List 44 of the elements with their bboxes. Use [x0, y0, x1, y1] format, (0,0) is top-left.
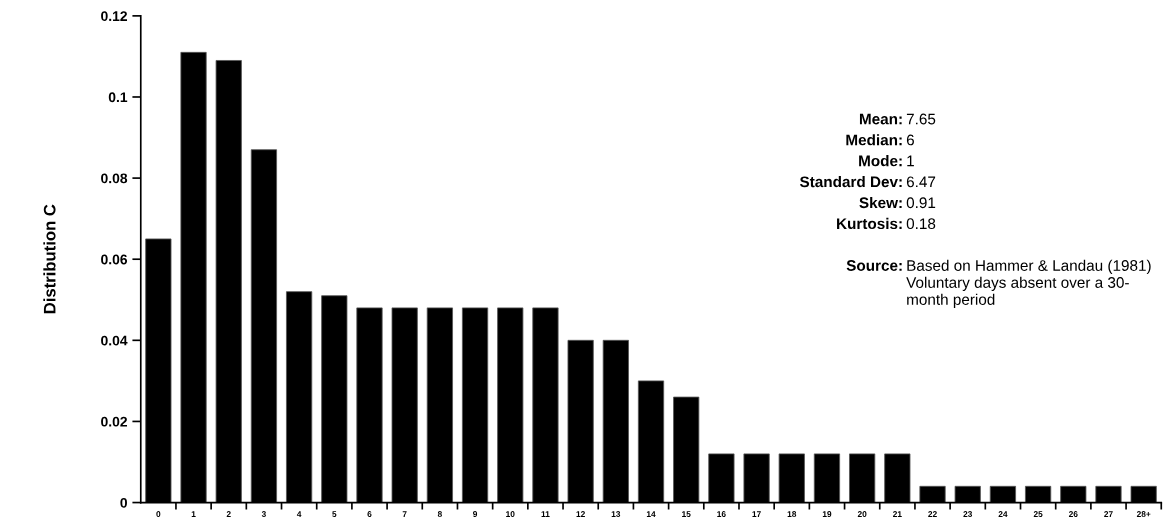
x-tick-label: 15 — [682, 511, 691, 517]
x-tick-label: 5 — [332, 511, 337, 517]
y-tick-label: 0.02 — [101, 416, 128, 427]
annotation: Skew: 0.91 — [859, 196, 936, 209]
y-tick-label: 0.04 — [101, 335, 128, 346]
x-tick-label: 17 — [752, 511, 761, 517]
annotation: Source: Based on Hammer & Landau (1981) Voluntary days absent over a 30- month period — [846, 259, 1151, 308]
x-tick-label: 0 — [156, 511, 161, 517]
x-tick-label: 22 — [928, 511, 937, 517]
x-tick-label: 10 — [506, 511, 515, 517]
x-tick-label: 26 — [1068, 511, 1078, 517]
x-tick-label: 27 — [1104, 511, 1113, 517]
x-tick-label: 8 — [437, 511, 442, 517]
x-tick-label: 14 — [646, 511, 656, 517]
x-tick-label: 3 — [261, 511, 266, 518]
x-tick-label: 7 — [402, 511, 407, 517]
annotation: Standard Dev: 6.47 — [799, 175, 936, 188]
x-tick-label: 28+ — [1136, 511, 1151, 517]
x-tick-label: 4 — [296, 511, 302, 517]
x-tick-label: 24 — [998, 511, 1008, 517]
y-axis-title: Distribution C — [43, 204, 56, 314]
x-tick-label: 23 — [963, 511, 973, 518]
x-tick-label: 9 — [473, 511, 478, 517]
x-tick-label: 25 — [1033, 511, 1043, 517]
annotation: Median: 6 — [846, 134, 914, 146]
annotation: Mode: 1 — [859, 155, 914, 167]
x-tick-label: 2 — [226, 511, 231, 517]
y-tick-label: 0.1 — [108, 92, 128, 103]
annotation: Kurtosis: 0.18 — [837, 217, 936, 230]
annotation: Mean: 7.65 — [859, 113, 936, 125]
y-tick-label: 0.08 — [101, 173, 128, 184]
x-tick-label: 6 — [367, 511, 372, 517]
y-tick-label: 0.12 — [101, 11, 128, 22]
x-tick-label: 13 — [611, 511, 621, 518]
x-tick-label: 20 — [857, 511, 867, 517]
y-tick-label: 0 — [120, 497, 127, 508]
x-tick-label: 18 — [787, 511, 797, 517]
x-tick-label: 19 — [822, 511, 832, 517]
x-tick-label: 21 — [893, 511, 902, 517]
x-tick-label: 1 — [191, 511, 196, 517]
x-tick-label: 11 — [541, 511, 550, 517]
y-tick-label: 0.06 — [101, 254, 128, 265]
x-tick-label: 16 — [717, 511, 726, 517]
x-tick-label: 12 — [576, 511, 585, 517]
